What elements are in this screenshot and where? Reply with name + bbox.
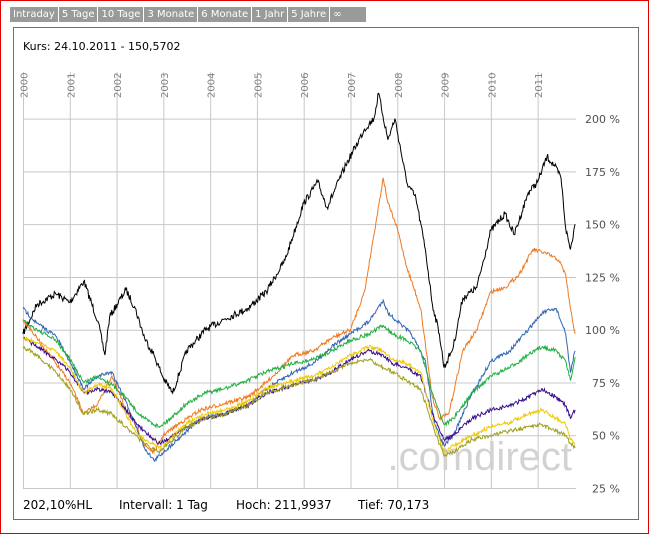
tab-max[interactable]: ∞ <box>333 9 342 20</box>
y-tick-label: 100 % <box>585 324 620 337</box>
y-tick-label: 25 % <box>592 483 620 496</box>
x-tick-label: 2001 <box>66 73 77 98</box>
series-line-4 <box>22 319 576 429</box>
y-tick-label: 200 % <box>585 113 620 126</box>
y-tick-label: 50 % <box>592 430 620 443</box>
tab-3-monate[interactable]: 3 Monate <box>144 7 199 22</box>
x-tick-label: 2011 <box>534 73 545 98</box>
x-tick-label: 2008 <box>394 73 405 98</box>
tab-5-jahre[interactable]: 5 Jahre <box>288 7 331 22</box>
series-line-2 <box>22 177 576 455</box>
y-axis-ticks: 25 % 50 % 75 % 100 % 125 % 150 % 175 % 200 % <box>585 113 620 495</box>
y-tick-label: 175 % <box>585 166 620 179</box>
watermark: .comdirect <box>388 435 573 479</box>
x-tick-label: 2006 <box>300 73 311 98</box>
range-label: 202,10%HL <box>23 498 93 512</box>
y-tick-label: 150 % <box>585 219 620 232</box>
chart-panel <box>13 27 639 520</box>
tab-5-tage[interactable]: 5 Tage <box>59 7 99 22</box>
x-tick-label: 2005 <box>253 73 264 98</box>
high-label: Hoch: 211,9937 <box>236 498 332 512</box>
series-line-5 <box>22 336 576 446</box>
tab-6-monate[interactable]: 6 Monate <box>198 7 253 22</box>
series-line-7 <box>22 345 576 458</box>
x-tick-label: 2007 <box>347 73 358 98</box>
series-line-6 <box>22 335 576 453</box>
x-tick-label: 2004 <box>207 73 218 98</box>
y-tick-label: 125 % <box>585 271 620 284</box>
series-line-1 <box>22 92 576 395</box>
x-axis-ticks: 2000 2001 2002 2003 2004 2005 2006 2007 2008 2009… <box>20 73 546 98</box>
period-tabs: Intraday 5 Tage 10 Tage 3 Monate 6 Monat… <box>10 7 367 22</box>
low-label: Tief: 70,173 <box>358 498 430 512</box>
price-header: Kurs: 24.10.2011 - 150,5702 <box>23 40 181 53</box>
x-tick-label: 2009 <box>441 73 452 98</box>
x-tick-label: 2010 <box>487 73 498 98</box>
chart-grid <box>23 72 576 489</box>
x-tick-label: 2002 <box>113 73 124 98</box>
tab-1-jahr[interactable]: 1 Jahr <box>252 7 289 22</box>
x-tick-label: 2000 <box>20 73 31 98</box>
series-line-3 <box>22 298 576 463</box>
chart-series <box>22 92 576 463</box>
x-tick-label: 2003 <box>160 73 171 98</box>
tab-intraday[interactable]: Intraday <box>10 7 59 22</box>
interval-label: Intervall: 1 Tag <box>119 498 208 512</box>
tab-10-tage[interactable]: 10 Tage <box>98 7 145 22</box>
y-tick-label: 75 % <box>592 377 620 390</box>
